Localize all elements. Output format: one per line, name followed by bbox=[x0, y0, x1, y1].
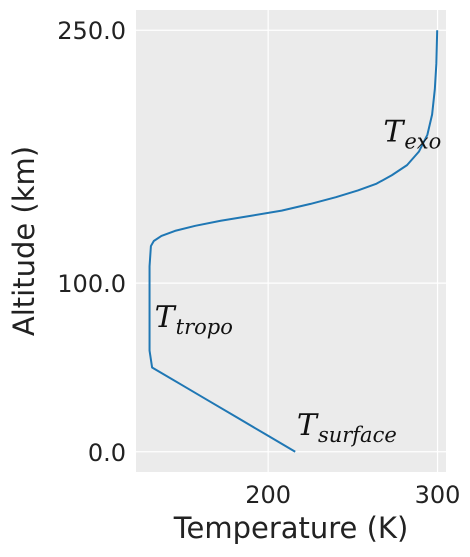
y-tick-label: 100.0 bbox=[57, 270, 126, 298]
series-layer bbox=[148, 30, 439, 453]
y-tick-label: 0.0 bbox=[88, 439, 126, 467]
x-axis-label: Temperature (K) bbox=[173, 511, 409, 545]
curve-annotations: Tsurface Ttropo Texo bbox=[155, 115, 442, 447]
temperature-profile-line bbox=[148, 30, 439, 453]
grid-lines bbox=[136, 10, 446, 472]
x-tick-label: 300 bbox=[415, 481, 461, 509]
y-tick-label: 250.0 bbox=[57, 17, 126, 45]
y-axis-label: Altitude (km) bbox=[7, 146, 41, 336]
x-tick-label: 200 bbox=[245, 481, 291, 509]
plot-background bbox=[136, 10, 446, 472]
annotation-t-exo: Texo bbox=[383, 115, 441, 154]
annotation-t-surface: Tsurface bbox=[297, 408, 397, 447]
tick-labels: 200 300 0.0 100.0 250.0 bbox=[57, 17, 460, 509]
annotation-t-tropo: Ttropo bbox=[155, 300, 233, 339]
